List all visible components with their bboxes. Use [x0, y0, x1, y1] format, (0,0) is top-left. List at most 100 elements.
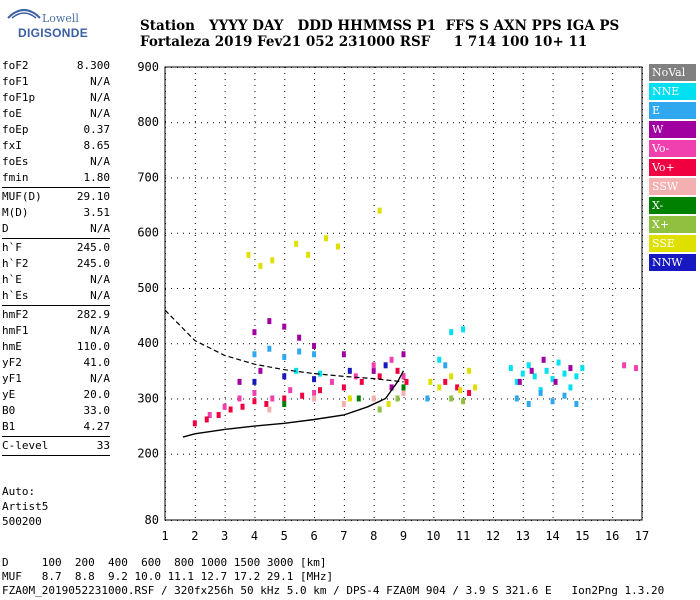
grid-dot	[627, 122, 628, 124]
x-tick-label: 3	[221, 529, 228, 543]
grid-dot	[403, 379, 405, 380]
grid-dot	[261, 287, 262, 289]
grid-dot	[582, 511, 584, 512]
grid-dot	[522, 295, 524, 296]
grid-dot	[582, 433, 584, 434]
grid-dot	[423, 287, 424, 289]
grid-dot	[492, 331, 494, 332]
grid-dot	[585, 122, 586, 124]
grid-dot	[582, 235, 584, 236]
grid-dot	[224, 481, 226, 482]
grid-dot	[254, 205, 256, 206]
param-label: fxI	[2, 139, 22, 152]
grid-dot	[207, 232, 208, 234]
grid-dot	[343, 253, 345, 254]
grid-dot	[433, 85, 435, 86]
grid-dot	[463, 517, 465, 518]
data-point	[237, 395, 242, 402]
data-point	[526, 400, 531, 407]
grid-dot	[194, 229, 196, 230]
grid-dot	[405, 343, 406, 345]
grid-dot	[393, 398, 394, 400]
grid-dot	[405, 453, 406, 455]
grid-dot	[314, 481, 316, 482]
param-value: N/A	[90, 324, 110, 337]
param-label: hmE	[2, 340, 22, 353]
data-point	[461, 326, 466, 333]
grid-dot	[433, 427, 435, 428]
grid-dot	[433, 511, 435, 512]
grid-dot	[369, 398, 370, 400]
grid-dot	[405, 287, 406, 289]
grid-dot	[254, 457, 256, 458]
y-tick-label: 600	[137, 226, 159, 240]
grid-dot	[254, 97, 256, 98]
grid-dot	[254, 481, 256, 482]
grid-dot	[543, 232, 544, 234]
grid-dot	[463, 91, 465, 92]
x-tick-label: 9	[400, 529, 407, 543]
grid-dot	[321, 122, 322, 124]
grid-dot	[381, 232, 382, 234]
grid-dot	[375, 122, 376, 124]
grid-dot	[254, 175, 256, 176]
param-label: foE	[2, 107, 22, 120]
grid-dot	[591, 287, 592, 289]
data-point	[252, 351, 257, 358]
grid-dot	[183, 453, 184, 455]
grid-dot	[403, 421, 405, 422]
grid-dot	[433, 163, 435, 164]
grid-dot	[224, 457, 226, 458]
grid-dot	[463, 463, 465, 464]
grid-dot	[403, 313, 405, 314]
param-value: 8.300	[76, 59, 110, 72]
grid-dot	[492, 385, 494, 386]
grid-dot	[463, 487, 465, 488]
grid-dot	[403, 115, 405, 116]
grid-dot	[463, 217, 465, 218]
grid-dot	[399, 232, 400, 234]
grid-dot	[373, 289, 375, 290]
grid-dot	[224, 331, 226, 332]
grid-dot	[522, 169, 524, 170]
grid-dot	[552, 487, 554, 488]
grid-dot	[433, 259, 435, 260]
data-point	[267, 345, 272, 352]
grid-dot	[373, 247, 375, 248]
grid-dot	[177, 287, 178, 289]
grid-dot	[254, 157, 256, 158]
grid-dot	[254, 421, 256, 422]
grid-dot	[403, 469, 405, 470]
x-tick-label: 4	[251, 529, 258, 543]
legend-item-x-: X+	[649, 216, 696, 233]
grid-dot	[249, 122, 250, 124]
grid-dot	[552, 385, 554, 386]
series-sse	[246, 207, 478, 407]
grid-dot	[369, 453, 370, 455]
grid-dot	[561, 287, 562, 289]
parameter-divider	[2, 305, 110, 306]
grid-dot	[194, 409, 196, 410]
param-row: B0 33.0	[2, 403, 110, 419]
grid-dot	[254, 103, 256, 104]
grid-dot	[615, 122, 616, 124]
grid-dot	[314, 457, 316, 458]
grid-dot	[627, 177, 628, 179]
grid-dot	[579, 177, 580, 179]
param-row: B1 4.27	[2, 419, 110, 435]
grid-dot	[597, 398, 598, 400]
grid-dot	[603, 177, 604, 179]
grid-dot	[492, 457, 494, 458]
grid-dot	[213, 177, 214, 179]
grid-dot	[403, 475, 405, 476]
grid-dot	[297, 398, 298, 400]
grid-dot	[492, 373, 494, 374]
grid-dot	[314, 211, 316, 212]
grid-dot	[463, 439, 465, 440]
grid-dot	[463, 181, 465, 182]
grid-dot	[582, 343, 584, 344]
grid-dot	[219, 453, 220, 455]
grid-dot	[343, 127, 345, 128]
grid-dot	[243, 398, 244, 400]
grid-dot	[314, 487, 316, 488]
